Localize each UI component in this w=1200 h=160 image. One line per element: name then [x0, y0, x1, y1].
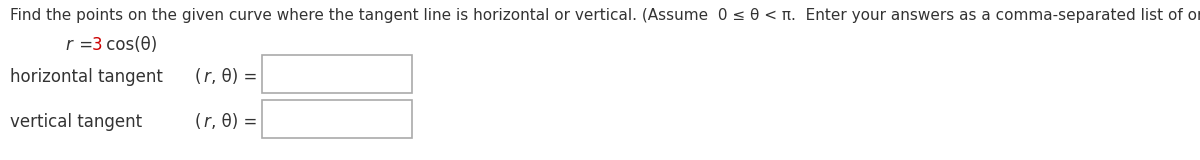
Text: horizontal tangent: horizontal tangent [10, 68, 163, 86]
Text: (: ( [194, 68, 202, 86]
Bar [262, 55, 412, 93]
Text: 3: 3 [92, 36, 103, 54]
Text: r: r [203, 113, 210, 131]
Text: r: r [65, 36, 72, 54]
Text: Find the points on the given curve where the tangent line is horizontal or verti: Find the points on the given curve where… [10, 8, 1200, 23]
Text: =: = [74, 36, 98, 54]
Text: (: ( [194, 113, 202, 131]
Text: cos(θ): cos(θ) [101, 36, 157, 54]
Text: r: r [203, 68, 210, 86]
Text: , θ) =: , θ) = [211, 68, 257, 86]
Bar [262, 100, 412, 138]
Text: vertical tangent: vertical tangent [10, 113, 142, 131]
Text: , θ) =: , θ) = [211, 113, 257, 131]
